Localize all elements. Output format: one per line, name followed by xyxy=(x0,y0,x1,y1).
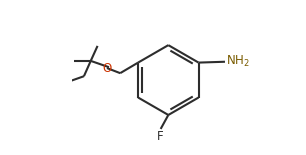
Text: O: O xyxy=(102,62,112,75)
Text: NH$_2$: NH$_2$ xyxy=(226,54,250,69)
Text: F: F xyxy=(156,130,163,143)
